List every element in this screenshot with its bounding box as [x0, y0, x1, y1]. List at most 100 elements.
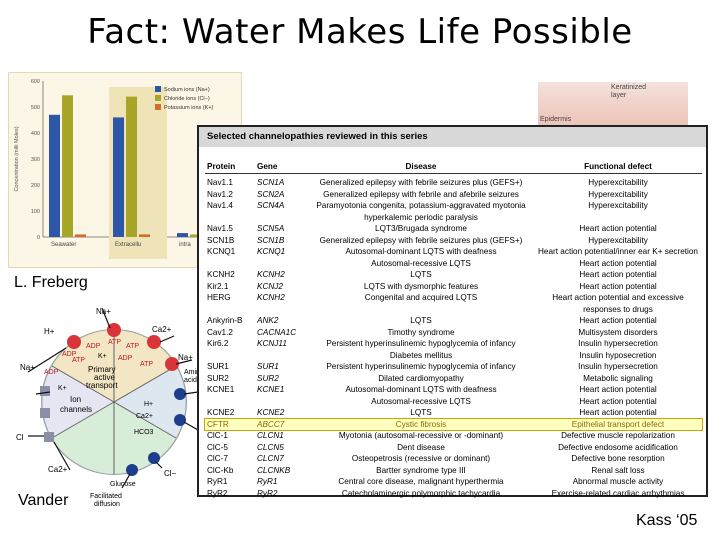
cell-gene: ANK2 — [257, 316, 279, 325]
cell-gene: CLCNKB — [257, 465, 291, 475]
cell-defect: Defective muscle repolarization — [561, 431, 675, 440]
cell-disease: Persistent hyperinsulinemic hypoglycemia… — [326, 362, 516, 371]
label-h-right: H+ — [144, 401, 153, 408]
cell-disease: Autosomal-recessive LQTS — [371, 258, 471, 268]
table-row: SCN1B SCN1B Generalized epilepsy with febr… — [205, 235, 702, 246]
cell-defect: Heart action potential — [579, 270, 657, 279]
label-acid: acid — [184, 377, 197, 384]
table-row: ClC-5 CLCN5 Dent disease Defective endosome… — [205, 442, 702, 453]
cell-disease: Congenital and acquired LQTS — [364, 293, 478, 302]
transporters — [126, 388, 186, 476]
header-protein: Protein — [207, 162, 236, 171]
table-row: HERG KCNH2 Congenital and acquired LQTS Hea… — [205, 292, 702, 303]
cell-protein: Ankyrin-B — [207, 316, 243, 325]
cell-protein: Cav1.2 — [207, 327, 233, 337]
cell-protein: SUR2 — [207, 373, 229, 383]
channel-3 — [44, 432, 54, 442]
cell-disease: LQT3/Brugada syndrome — [375, 224, 467, 233]
cell-gene: KCNQ1 — [257, 247, 286, 256]
cell-defect: Defective bone resorption — [571, 454, 665, 463]
table-row: Diabetes mellitus Insulin hyposecretion — [205, 350, 702, 361]
table-row: Nav1.4 SCN4A Paramyotonia congenita, potas… — [205, 200, 702, 211]
cell-defect: Heart action potential and excessive — [552, 293, 684, 302]
cell-protein: Nav1.5 — [207, 224, 233, 233]
bar — [139, 234, 150, 237]
bar — [190, 234, 201, 237]
cell-defect: Hyperexcitability — [588, 178, 648, 187]
y-tick-label: 400 — [31, 131, 40, 137]
cell-disease: Central core disease, malignant hyperthe… — [338, 477, 504, 486]
label-na-left: Na+ — [20, 363, 35, 372]
bar — [62, 95, 73, 237]
cell-defect: Insulin hypersecretion — [578, 362, 658, 371]
cell-protein: SUR1 — [207, 362, 229, 371]
label-adp-2: ADP — [62, 351, 77, 358]
table-row: Nav1.2 SCN2A Generalized epilepsy with feb… — [205, 189, 702, 200]
cell-disease: Generalized epilepsy with febrile seizur… — [319, 178, 523, 187]
cell-defect: Hyperexcitability — [588, 189, 648, 199]
pump-1 — [67, 335, 81, 349]
sector-primary-active — [114, 330, 176, 402]
cell-defect: Heart action potential — [579, 281, 657, 291]
table-row: Autosomal-recessive LQTS Heart action pot… — [205, 258, 702, 269]
bar — [126, 96, 137, 237]
label-atp-3: ATP — [140, 361, 153, 368]
cell-defect: Heart action potential — [579, 258, 657, 268]
sector-facilitated-left — [52, 402, 114, 474]
cell-gene: KCNJ2 — [257, 281, 283, 291]
cell-protein: Nav1.2 — [207, 189, 233, 199]
ion-channels-marks — [40, 386, 54, 442]
sector-primary-active-left — [52, 330, 114, 402]
cell-disease: Bartter syndrome type III — [376, 465, 466, 475]
transporter-4 — [126, 464, 138, 476]
cell-protein: Kir6.2 — [207, 339, 229, 348]
cell-protein: RyR1 — [207, 477, 228, 486]
category-label: Extracellu — [115, 242, 141, 248]
bar — [177, 233, 188, 237]
cell-defect: Insulin hypersecretion — [578, 339, 658, 348]
transporter-2 — [174, 414, 186, 426]
table-heading: Selected channelopathies reviewed in thi… — [199, 127, 706, 147]
y-tick-label: 200 — [31, 183, 40, 189]
cell-disease: Cystic fibrosis — [395, 419, 447, 429]
table-row: KCNE1 KCNE1 Autosomal-dominant LQTS with d… — [205, 384, 702, 395]
cell-gene: ABCC7 — [257, 419, 285, 429]
label-primary: Primary — [88, 365, 116, 374]
cell-disease: Dilated cardiomyopathy — [378, 373, 464, 383]
table-row: ClC-1 CLCN1 Myotonia (autosomal-recessive … — [205, 430, 702, 441]
table-row: Nav1.1 SCN1A Generalized epilepsy with feb… — [205, 177, 702, 188]
ion-chart-svg: 0 100 200 300 400 500 600 Concentration (milli … — [14, 79, 235, 259]
cell-defect: Heart action potential — [579, 224, 657, 233]
label-adp-3: ADP — [118, 355, 133, 362]
label-h-left: H+ — [44, 327, 55, 336]
cell-protein: KCNE1 — [207, 385, 235, 394]
cell-defect: Renal salt loss — [591, 465, 645, 475]
legend-label: Potassium ions (K+) — [164, 105, 214, 111]
cell-defect: Exercise-related cardiac arrhythmias — [551, 488, 685, 498]
cell-defect: Heart action potential — [579, 396, 657, 406]
table-row: CFTR ABCC7 Cystic fibrosis Epithelial trans… — [204, 417, 703, 431]
pump-4 — [165, 357, 179, 371]
y-tick-label: 500 — [31, 105, 40, 111]
label-hco3: HCO3 — [134, 429, 154, 436]
cell-disease: Catecholaminergic polymorphic tachycardi… — [341, 488, 501, 498]
cell-gene: SCN4A — [257, 201, 285, 210]
slide-title: Fact: Water Makes Life Possible — [87, 12, 633, 52]
table-row: Cav1.2 CACNA1C Timothy syndrome Multisystem… — [205, 327, 702, 338]
cell-protein: KCNE2 — [207, 408, 235, 417]
table-row: Kir6.2 KCNJ11 Persistent hyperinsulinemic … — [205, 338, 702, 349]
table-row: Ankyrin-B ANK2 LQTS Heart action potential — [205, 315, 702, 326]
cell-defect: Defective endosome acidification — [558, 442, 678, 452]
sector-ion-channels — [42, 366, 114, 438]
table-row: SUR2 SUR2 Dilated cardiomyopathy Metabolic … — [205, 373, 702, 384]
cell-defect: Epithelial transport defect — [571, 419, 665, 429]
legend-swatch — [155, 86, 161, 92]
transporter-3 — [148, 452, 160, 464]
cell-disease: Osteopetrosis (recessive or dominant) — [351, 454, 491, 463]
cell-gene: CLCN5 — [257, 442, 284, 452]
label-adp-4: ADP — [44, 369, 59, 376]
cell-protein: ClC-Kb — [207, 465, 234, 475]
sector-facilitated — [114, 402, 176, 474]
cell-protein: Nav1.1 — [207, 178, 233, 187]
bar — [75, 234, 86, 237]
